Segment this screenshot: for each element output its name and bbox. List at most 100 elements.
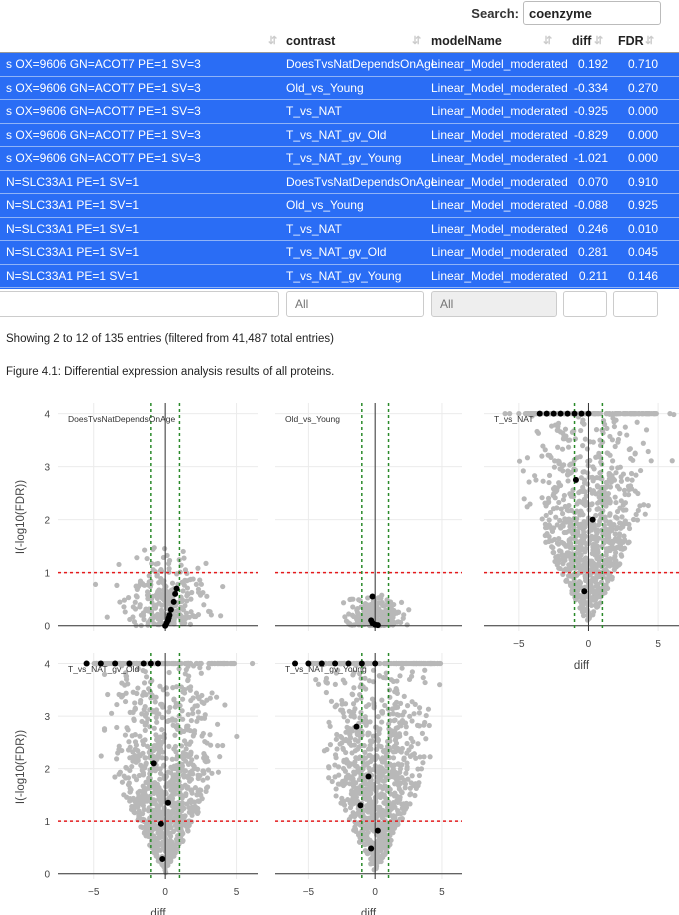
data-point: [122, 698, 129, 705]
sort-icon[interactable]: ⇵: [543, 35, 553, 47]
data-point: [594, 555, 600, 562]
data-point: [425, 706, 432, 712]
data-point: [399, 805, 405, 811]
data-point: [208, 612, 214, 618]
data-point: [345, 774, 352, 780]
data-point: [641, 502, 647, 508]
data-point: [378, 836, 384, 842]
data-point: [116, 561, 122, 568]
data-point: [583, 533, 589, 539]
y-axis-label: I(-log10(FDR)): [15, 480, 27, 554]
cell-diff: 0.246: [577, 221, 608, 236]
data-point: [174, 777, 180, 783]
sort-icon[interactable]: ⇵: [645, 35, 655, 47]
data-point: [361, 755, 367, 761]
data-point: [571, 577, 577, 584]
data-point: [329, 778, 335, 785]
data-point: [333, 793, 339, 799]
cell-modelname: Linear_Model_moderated: [431, 268, 568, 283]
data-point: [648, 458, 654, 464]
data-point: [350, 604, 356, 610]
column-header-contrast[interactable]: contrast: [286, 34, 336, 48]
data-point: [197, 773, 203, 779]
highlight-point: [126, 660, 133, 667]
cell-contrast: T_vs_NAT: [286, 104, 342, 118]
data-point: [362, 749, 368, 755]
data-point: [337, 741, 343, 747]
data-point: [403, 770, 409, 776]
data-point: [352, 813, 358, 820]
data-point: [671, 411, 677, 418]
data-point: [202, 753, 208, 759]
data-point: [204, 775, 211, 781]
highlight-point: [536, 410, 543, 417]
cell-modelname: Linear_Model_moderated: [431, 151, 568, 165]
data-point: [391, 825, 397, 831]
table-row[interactable]: s OX=9606 GN=ACOT7 PE=1 SV=3 T_vs_NAT_gv_…: [0, 147, 679, 171]
data-point: [91, 660, 97, 667]
data-point: [581, 518, 587, 525]
table-row[interactable]: N=SLC33A1 PE=1 SV=1 Old_vs_Young Linear_Mo…: [0, 194, 679, 218]
data-point: [382, 755, 389, 761]
data-point: [380, 602, 386, 609]
data-point: [349, 710, 355, 716]
data-point: [171, 660, 177, 667]
data-point: [332, 704, 338, 710]
data-point: [547, 452, 553, 459]
data-point: [369, 809, 375, 815]
data-point: [340, 745, 346, 751]
table-row[interactable]: N=SLC33A1 PE=1 SV=1 T_vs_NAT_gv_Young Line…: [0, 265, 679, 288]
table-row[interactable]: N=SLC33A1 PE=1 SV=1 T_vs_NAT_gv_Old Linear…: [0, 241, 679, 265]
data-point: [340, 765, 347, 772]
filter-input-diff[interactable]: [563, 291, 607, 317]
sort-icon[interactable]: ⇵: [594, 35, 604, 47]
data-point: [222, 702, 228, 708]
data-point: [558, 525, 564, 531]
table-row[interactable]: N=SLC33A1 PE=1 SV=1 DoesTvsNatDependsOnAg…: [0, 171, 679, 194]
data-point: [558, 506, 564, 512]
data-point: [389, 770, 395, 777]
data-point: [184, 614, 190, 620]
data-point: [354, 789, 360, 796]
data-point: [382, 795, 389, 801]
search-input[interactable]: [523, 1, 661, 25]
data-point: [613, 564, 620, 570]
data-point: [401, 755, 407, 761]
table-row[interactable]: s OX=9606 GN=ACOT7 PE=1 SV=3 T_vs_NAT Line…: [0, 100, 679, 124]
table-row[interactable]: s OX=9606 GN=ACOT7 PE=1 SV=3 DoesTvsNatDe…: [0, 53, 679, 77]
table-row[interactable]: s OX=9606 GN=ACOT7 PE=1 SV=3 T_vs_NAT_gv_…: [0, 124, 679, 147]
column-header-fdr[interactable]: FDR: [618, 34, 644, 48]
data-point: [577, 454, 583, 460]
data-point: [333, 786, 339, 792]
table-row[interactable]: I=ACOT2 PE=1 SV=1DoesTvsNatDependsOnAgeL…: [0, 288, 679, 289]
data-point: [605, 585, 611, 591]
data-point: [579, 597, 586, 603]
data-point: [131, 619, 138, 625]
data-point: [551, 536, 558, 543]
data-point: [380, 674, 387, 681]
data-point: [173, 749, 179, 755]
data-point: [567, 538, 573, 544]
data-point: [402, 785, 408, 791]
data-point: [546, 517, 552, 523]
column-header-diff[interactable]: diff: [572, 34, 592, 48]
data-point: [195, 612, 202, 618]
sort-icon[interactable]: ⇵: [412, 35, 422, 47]
table-row[interactable]: s OX=9606 GN=ACOT7 PE=1 SV=3 Old_vs_Young…: [0, 77, 679, 100]
filter-input-fdr[interactable]: [613, 291, 658, 317]
data-point: [375, 737, 382, 743]
data-point: [180, 548, 186, 555]
data-point: [195, 709, 201, 715]
column-header-modelname[interactable]: modelName: [431, 34, 502, 48]
data-point: [170, 808, 176, 814]
data-point: [642, 511, 648, 517]
filter-input-modelname[interactable]: [431, 291, 557, 317]
data-point: [151, 743, 157, 749]
filter-input-contrast[interactable]: [286, 291, 424, 317]
data-point: [169, 580, 176, 586]
table-row[interactable]: N=SLC33A1 PE=1 SV=1 T_vs_NAT Linear_Model_…: [0, 218, 679, 241]
sort-icon[interactable]: ⇵: [268, 35, 278, 47]
data-point: [182, 671, 188, 677]
filter-input-description[interactable]: [0, 291, 279, 317]
data-point: [209, 770, 215, 776]
